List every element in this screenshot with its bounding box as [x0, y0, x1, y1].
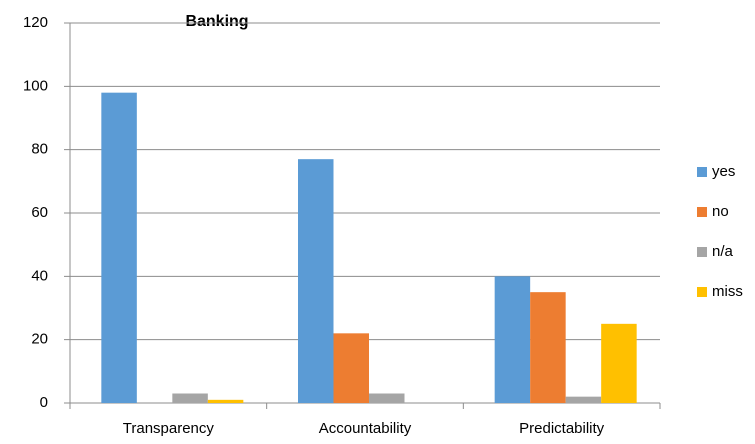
bar	[207, 399, 244, 403]
bar	[298, 159, 334, 403]
y-tick-label: 0	[40, 394, 48, 411]
legend-label: n/a	[712, 243, 734, 260]
y-tick-label: 120	[23, 14, 48, 31]
y-tick-label: 20	[31, 331, 48, 348]
bar	[333, 333, 369, 403]
x-tick-label: Predictability	[519, 420, 605, 437]
y-tick-label: 100	[23, 77, 48, 94]
legend-label: miss	[712, 283, 743, 300]
legend-label: no	[712, 203, 729, 220]
bar	[101, 92, 137, 404]
chart-title: Banking	[185, 13, 248, 30]
x-tick-label: Transparency	[123, 420, 215, 437]
bar	[565, 396, 602, 403]
bar	[530, 292, 566, 403]
y-tick-label: 80	[31, 141, 48, 158]
bar	[494, 276, 531, 403]
legend-swatch	[697, 167, 707, 177]
legend-swatch	[697, 247, 707, 257]
bar	[369, 393, 405, 403]
y-tick-label: 60	[31, 204, 48, 221]
bar	[172, 393, 208, 403]
legend-swatch	[697, 207, 707, 217]
y-tick-label: 40	[31, 267, 48, 284]
bar	[601, 323, 637, 403]
legend-label: yes	[712, 163, 735, 180]
legend-swatch	[697, 287, 707, 297]
x-tick-label: Accountability	[319, 420, 412, 437]
